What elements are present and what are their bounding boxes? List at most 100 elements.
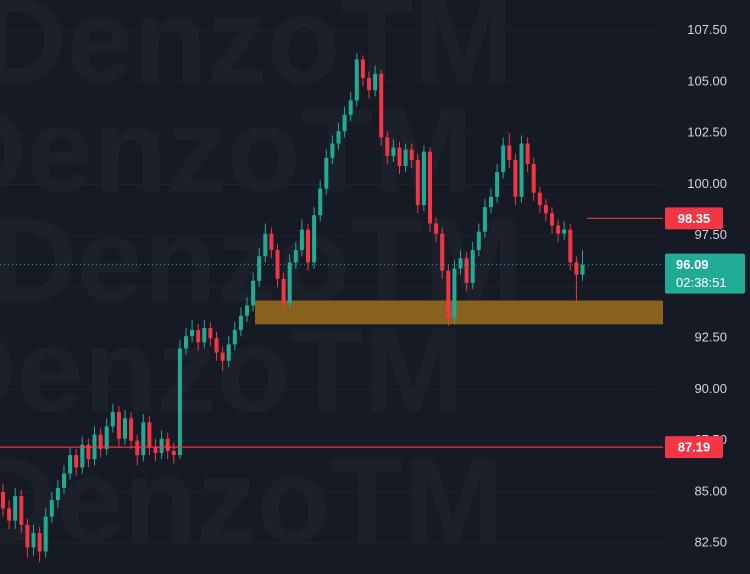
candle-body — [31, 533, 36, 548]
candle-body — [80, 444, 85, 468]
candle-body — [562, 229, 567, 234]
candle-body — [452, 268, 457, 318]
countdown-label: 02:38:51 — [676, 275, 727, 290]
support-zone — [255, 300, 663, 325]
candle-body — [37, 533, 42, 552]
y-tick-label: 100.00 — [687, 176, 727, 191]
candle-body — [208, 328, 213, 339]
candle-body — [409, 149, 414, 160]
candle-body — [330, 143, 335, 158]
candle-body — [342, 114, 347, 132]
price-label-box — [665, 436, 723, 459]
y-tick-label: 105.00 — [687, 73, 727, 88]
candle-body — [110, 412, 115, 427]
candle-body — [373, 73, 378, 91]
candle-body — [25, 524, 30, 548]
candle-body — [1, 492, 5, 509]
candle-body — [257, 256, 262, 281]
candle-body — [147, 422, 152, 447]
price-label-box — [665, 207, 723, 230]
y-tick-label: 107.50 — [687, 22, 727, 37]
candle-body — [159, 438, 164, 454]
candle-body — [245, 305, 249, 316]
candle-body — [543, 205, 548, 214]
candle-body — [513, 159, 518, 197]
candle-body — [196, 330, 201, 343]
candle-body — [19, 496, 24, 525]
candle-body — [7, 508, 12, 521]
candle-body — [525, 143, 530, 164]
axis-layer: 82.5085.0087.5090.0092.5095.0097.50100.0… — [665, 22, 745, 550]
candle-body — [13, 496, 18, 521]
plot-layer — [0, 53, 663, 562]
candle-body — [440, 233, 445, 271]
candle-body — [232, 330, 237, 345]
candle-body — [177, 348, 182, 456]
candle-body — [537, 192, 542, 205]
candle-body — [495, 172, 500, 197]
candle-body — [281, 278, 286, 304]
candle-body — [434, 223, 439, 234]
candle-body — [49, 500, 54, 517]
candle-body — [531, 164, 536, 193]
candle-body — [263, 233, 268, 257]
candle-body — [129, 418, 134, 441]
candle-body — [324, 157, 329, 189]
candle-body — [312, 215, 317, 263]
candle-body — [360, 59, 365, 78]
y-tick-label: 90.00 — [694, 381, 727, 396]
candle-body — [580, 264, 585, 275]
candle-body — [336, 131, 341, 144]
candle-body — [306, 229, 310, 263]
candle-body — [116, 412, 121, 439]
candle-body — [385, 137, 390, 156]
candle-body — [476, 231, 481, 251]
candle-body — [251, 280, 256, 306]
candle-body — [226, 344, 231, 361]
candle-body — [293, 250, 298, 263]
candle-body — [482, 207, 487, 232]
candle-body — [574, 262, 579, 275]
candle-body — [501, 145, 506, 173]
candle-body — [202, 328, 207, 343]
candle-body — [568, 229, 573, 263]
candle-body — [391, 147, 396, 156]
candle-body — [556, 225, 561, 234]
candle-body — [43, 516, 48, 552]
candle-body — [464, 258, 469, 283]
candle-body — [458, 258, 463, 269]
candle-body — [403, 149, 408, 167]
candle-body — [104, 426, 109, 449]
y-tick-label: 85.00 — [694, 483, 727, 498]
candle-body — [348, 100, 353, 115]
candle-body — [287, 262, 292, 304]
current-price-box — [665, 253, 745, 294]
candle-body — [98, 434, 103, 449]
candle-body — [165, 438, 170, 451]
candle-body — [68, 455, 73, 474]
y-tick-label: 102.50 — [687, 125, 727, 140]
candle-body — [367, 77, 371, 91]
candle-body — [354, 59, 359, 101]
candle-body — [299, 229, 304, 251]
candle-body — [214, 338, 219, 353]
candle-body — [379, 73, 384, 138]
candle-body — [55, 487, 60, 501]
candle-body — [275, 250, 280, 279]
candle-body — [74, 455, 79, 468]
candle-body — [86, 444, 91, 460]
candle-body — [141, 422, 146, 456]
candle-body — [318, 188, 323, 216]
candle-body — [446, 270, 451, 318]
candle-body — [397, 147, 402, 167]
candle-body — [550, 213, 554, 226]
grid-layer — [0, 30, 663, 544]
candle-body — [238, 315, 243, 331]
current-price-label: 96.09 — [676, 257, 709, 272]
candle-body — [220, 352, 225, 361]
candle-body — [421, 151, 426, 205]
candle-body — [190, 330, 195, 337]
watermark-layer: DenzoTMDenzoTMDenzoTMDenzoTMDenzoTM — [0, 0, 523, 568]
